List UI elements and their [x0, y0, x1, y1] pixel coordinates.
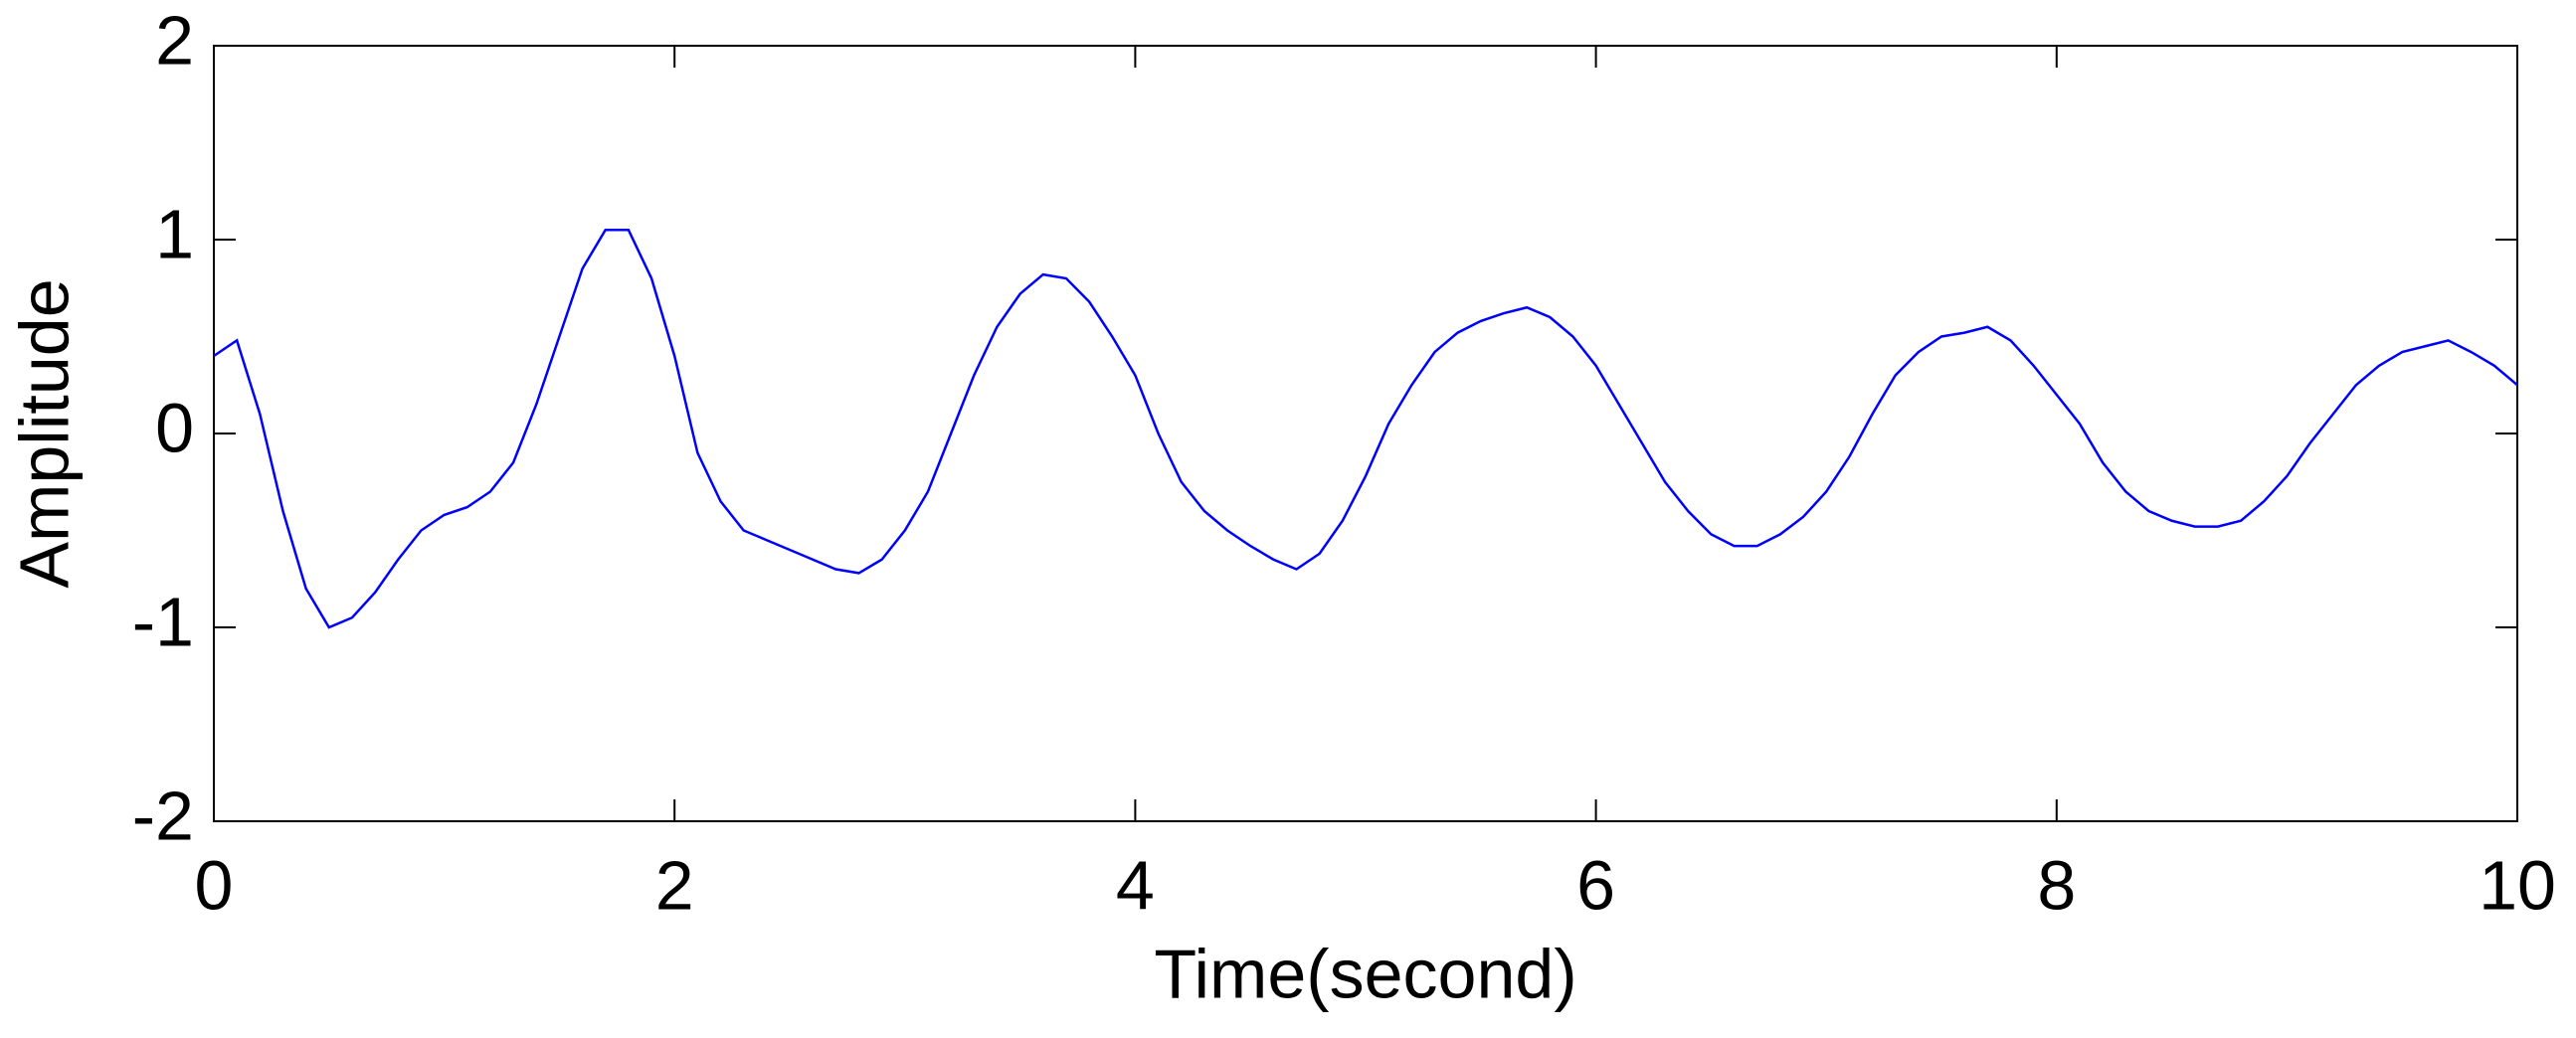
x-tick-label: 0 [195, 846, 234, 924]
y-tick-label: -1 [132, 583, 194, 660]
y-axis-label: Amplitude [5, 278, 83, 588]
x-axis-label: Time(second) [1154, 935, 1576, 1012]
plot-frame [213, 45, 2518, 822]
y-tick-label: 0 [155, 389, 194, 466]
x-tick-label: 8 [2037, 846, 2076, 924]
y-tick-label: -2 [132, 777, 194, 854]
x-tick-label: 10 [2479, 846, 2556, 924]
x-tick-label: 4 [1116, 846, 1155, 924]
y-tick-label: 1 [155, 195, 194, 272]
x-tick-label: 2 [655, 846, 694, 924]
data-line [213, 229, 2518, 629]
x-tick-label: 6 [1576, 846, 1615, 924]
y-tick-label: 2 [155, 1, 194, 79]
